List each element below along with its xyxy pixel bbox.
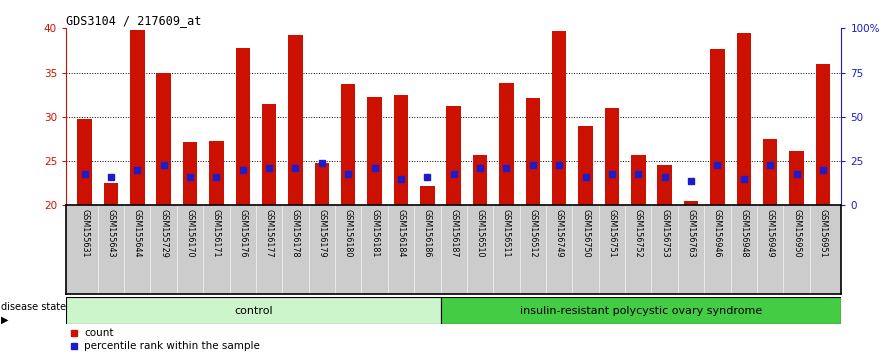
- Bar: [737, 33, 751, 205]
- Bar: [552, 31, 566, 205]
- Text: GSM156176: GSM156176: [238, 209, 248, 257]
- Text: GSM156950: GSM156950: [792, 209, 801, 257]
- Text: GSM156752: GSM156752: [633, 209, 643, 258]
- Text: GSM156178: GSM156178: [291, 209, 300, 257]
- Bar: [500, 83, 514, 205]
- Text: GSM156177: GSM156177: [264, 209, 274, 257]
- Text: GSM156951: GSM156951: [818, 209, 827, 257]
- Text: GSM156510: GSM156510: [476, 209, 485, 257]
- Bar: [367, 97, 381, 205]
- Bar: [631, 155, 646, 205]
- Bar: [209, 141, 224, 205]
- Bar: [440, 297, 841, 324]
- Text: GSM156180: GSM156180: [344, 209, 352, 257]
- Bar: [104, 183, 118, 205]
- Bar: [420, 186, 434, 205]
- Text: GSM155643: GSM155643: [107, 209, 115, 257]
- Text: GSM156949: GSM156949: [766, 209, 774, 257]
- Bar: [578, 126, 593, 205]
- Text: GSM156179: GSM156179: [317, 209, 326, 257]
- Bar: [526, 98, 540, 205]
- Text: GSM156181: GSM156181: [370, 209, 379, 257]
- Text: GSM155631: GSM155631: [80, 209, 89, 257]
- Text: disease state: disease state: [1, 302, 66, 312]
- Text: GSM156750: GSM156750: [581, 209, 590, 257]
- Text: control: control: [234, 306, 272, 316]
- Text: count: count: [84, 328, 114, 338]
- Text: GSM156946: GSM156946: [713, 209, 722, 257]
- Bar: [684, 201, 699, 205]
- Bar: [235, 48, 250, 205]
- Text: GSM156763: GSM156763: [686, 209, 695, 257]
- Text: ▶: ▶: [1, 314, 9, 325]
- Text: GSM155729: GSM155729: [159, 209, 168, 258]
- Text: percentile rank within the sample: percentile rank within the sample: [84, 341, 260, 352]
- Text: GSM156511: GSM156511: [502, 209, 511, 257]
- Text: GSM156186: GSM156186: [423, 209, 432, 257]
- Text: GDS3104 / 217609_at: GDS3104 / 217609_at: [66, 14, 202, 27]
- Bar: [816, 64, 830, 205]
- Bar: [66, 297, 440, 324]
- Bar: [78, 119, 92, 205]
- Bar: [182, 142, 197, 205]
- Text: GSM156948: GSM156948: [739, 209, 748, 257]
- Bar: [262, 104, 277, 205]
- Bar: [604, 108, 619, 205]
- Bar: [473, 155, 487, 205]
- Bar: [657, 166, 672, 205]
- Bar: [341, 84, 356, 205]
- Bar: [789, 152, 803, 205]
- Text: GSM156751: GSM156751: [607, 209, 617, 257]
- Bar: [315, 163, 329, 205]
- Bar: [157, 73, 171, 205]
- Text: GSM156753: GSM156753: [660, 209, 670, 257]
- Text: GSM156170: GSM156170: [186, 209, 195, 257]
- Text: insulin-resistant polycystic ovary syndrome: insulin-resistant polycystic ovary syndr…: [520, 306, 762, 316]
- Bar: [394, 95, 408, 205]
- Text: GSM156171: GSM156171: [212, 209, 221, 257]
- Text: GSM156184: GSM156184: [396, 209, 405, 257]
- Bar: [710, 49, 725, 205]
- Bar: [288, 35, 303, 205]
- Bar: [130, 30, 144, 205]
- Bar: [447, 106, 461, 205]
- Text: GSM155644: GSM155644: [133, 209, 142, 257]
- Text: GSM156512: GSM156512: [529, 209, 537, 257]
- Bar: [763, 139, 777, 205]
- Text: GSM156187: GSM156187: [449, 209, 458, 257]
- Text: GSM156749: GSM156749: [555, 209, 564, 257]
